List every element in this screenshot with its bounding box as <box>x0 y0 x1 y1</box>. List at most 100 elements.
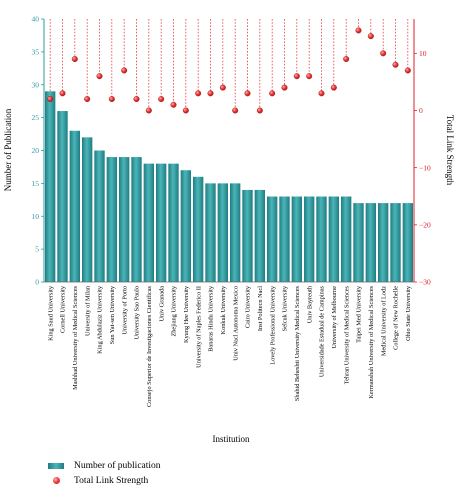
dot-layer <box>47 27 411 114</box>
category-label-layer: King Saud University Cornell University Ma… <box>47 285 412 407</box>
publication-bar <box>229 183 241 282</box>
legend-label-link-strength: Total Link Strength <box>74 475 149 486</box>
category-label: Shahid Beheshti University Medical Scien… <box>294 285 301 401</box>
category-label: University Sao Paulo <box>134 286 141 340</box>
category-label: Lovely Professional University <box>269 285 276 365</box>
y-tick-label: 15 <box>32 179 40 188</box>
category-label: University of Melbourne <box>331 286 338 349</box>
category-label: Kermanshah University of Medical Science… <box>368 285 375 398</box>
y-tick-label: 0 <box>35 278 39 287</box>
link-strength-point <box>367 33 374 40</box>
link-strength-point <box>121 67 128 74</box>
link-strength-point <box>145 107 152 114</box>
legend-label-publications: Number of publication <box>74 460 161 471</box>
publication-bar <box>69 130 81 282</box>
y2-tick-label: −10 <box>419 163 431 172</box>
publication-bar <box>303 196 315 282</box>
link-strength-point <box>84 96 91 103</box>
publication-bar <box>365 203 377 282</box>
publication-bar <box>316 196 327 282</box>
link-strength-point <box>195 90 202 97</box>
publication-bar <box>279 196 290 282</box>
link-strength-point <box>343 56 350 63</box>
publication-bar <box>353 203 364 282</box>
category-label: University of Naples Federico II <box>195 286 202 368</box>
category-label: University of Milan <box>84 285 91 336</box>
link-strength-point <box>330 84 337 91</box>
publication-bar <box>155 163 167 282</box>
publication-bar <box>131 157 142 282</box>
link-strength-point <box>108 96 115 103</box>
link-strength-point <box>318 90 325 97</box>
category-label: Medical University of Lodz <box>380 286 387 356</box>
publication-bar <box>192 176 204 282</box>
category-label: Cornell University <box>60 285 67 333</box>
y2-tick-label: 0 <box>419 106 423 115</box>
publication-bar <box>254 189 266 282</box>
category-label: Banaras Hindu University <box>208 285 215 352</box>
link-strength-point <box>219 84 226 91</box>
legend-bar-swatch <box>48 462 64 469</box>
category-label: Zhejiang University <box>171 285 178 336</box>
axes-layer: 0 5 10 15 20 25 30 35 40 −30 −20 −10 0 10 <box>32 15 431 287</box>
publication-bar <box>106 157 118 282</box>
link-strength-point <box>244 90 251 97</box>
publication-bar <box>328 196 340 282</box>
publication-bar <box>44 91 56 282</box>
category-label: Univ Bayreuth <box>306 285 313 323</box>
category-label: Ohio State University <box>405 285 412 341</box>
category-label: Sun Yat-sen University <box>109 285 116 344</box>
category-label: College of New Rochelle <box>393 286 400 350</box>
category-label: Konkuk University <box>220 285 227 334</box>
publication-bar <box>340 196 352 282</box>
link-strength-point <box>170 101 177 108</box>
link-strength-point <box>59 90 66 97</box>
category-label: Cairo University <box>245 285 252 328</box>
legend-item-publications: Number of publication <box>48 458 161 473</box>
link-strength-point <box>71 56 78 63</box>
category-label: Mashhad University of Medical Sciences <box>72 285 79 389</box>
category-label: Univ Nacl Autonoma Mexico <box>232 286 239 361</box>
publication-bar <box>94 150 105 282</box>
category-label: Inst Politecn Nacl <box>257 286 264 331</box>
category-label: King Abdulaziz University <box>97 285 104 354</box>
category-label: Taipei Med University <box>356 285 363 343</box>
category-label: University of Porto <box>121 286 128 335</box>
y-tick-label: 5 <box>35 245 39 254</box>
y2-tick-label: 10 <box>419 49 427 58</box>
publication-bar <box>57 111 68 282</box>
y-axis-title: Number of Publication <box>3 108 13 191</box>
category-label: Tehran University of Medical Sciences <box>343 285 350 384</box>
legend-dot-swatch <box>52 477 60 484</box>
legend-item-link-strength: Total Link Strength <box>48 473 161 488</box>
link-strength-point <box>269 90 276 97</box>
stem-layer <box>49 19 409 111</box>
publication-bar <box>217 183 229 282</box>
publication-bar <box>266 196 278 282</box>
y2-axis-title: Total Link Strength <box>445 115 455 186</box>
y-tick-label: 40 <box>32 15 40 24</box>
publication-bar <box>168 163 179 282</box>
publication-bar <box>377 203 389 282</box>
link-strength-point <box>232 107 239 114</box>
y-tick-label: 25 <box>32 113 40 122</box>
publication-bar <box>242 189 253 282</box>
y-tick-label: 30 <box>32 80 40 89</box>
y-tick-label: 35 <box>32 47 40 56</box>
link-strength-point <box>207 90 214 97</box>
category-label: Consejo Superior de Investigaciones Cien… <box>146 285 153 407</box>
link-strength-point <box>380 50 387 57</box>
publication-bar <box>291 196 303 282</box>
publication-bar <box>390 203 401 282</box>
publication-bar <box>118 157 130 282</box>
link-strength-point <box>47 96 54 103</box>
publication-bar <box>205 183 216 282</box>
link-strength-point <box>355 27 362 34</box>
publication-bar <box>81 137 93 282</box>
link-strength-point <box>96 73 103 80</box>
category-label: Universidade Estadual de Campinas <box>319 285 326 377</box>
link-strength-point <box>256 107 263 114</box>
link-strength-point <box>133 96 140 103</box>
publication-bar <box>402 203 414 282</box>
